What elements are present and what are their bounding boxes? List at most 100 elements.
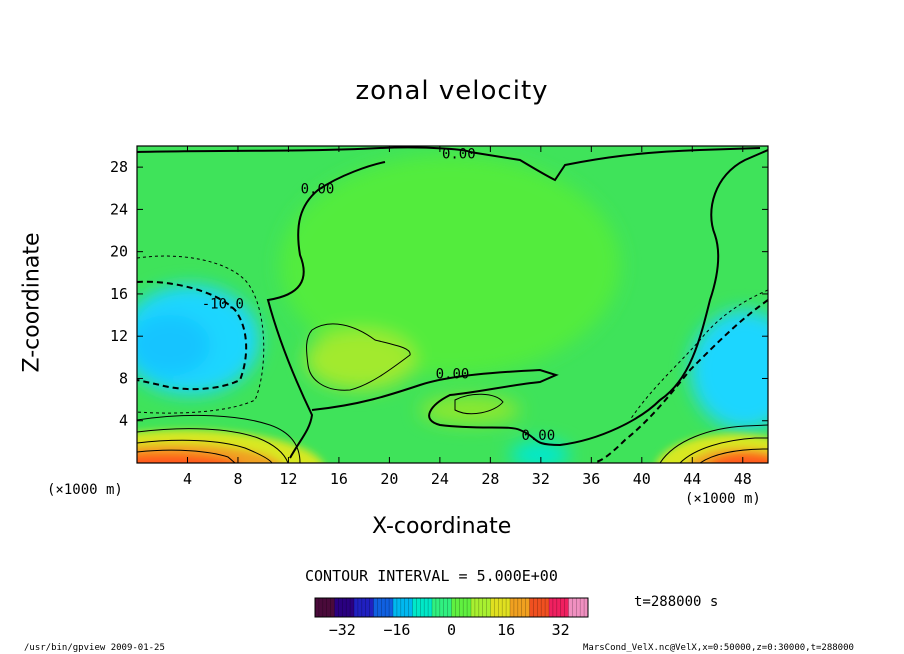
surface-band-east-max [711, 454, 768, 463]
colorbar-swatch [400, 598, 406, 617]
colorbar-swatch [584, 598, 589, 617]
colorbar-swatch [381, 598, 386, 617]
colorbar-swatch [572, 598, 577, 617]
colorbar-swatch [385, 598, 390, 617]
colorbar-swatch [521, 598, 526, 617]
secondary-core [420, 396, 520, 424]
x-tick-label: 16 [330, 470, 348, 488]
colorbar-swatch [478, 598, 484, 617]
contour-label: -10.0 [202, 297, 244, 313]
colorbar-swatch [346, 598, 351, 617]
colorbar: −32 −16 0 16 32 [314, 597, 589, 639]
footer-right: MarsCond_VelX.nc@VelX,x=0:50000,z=0:3000… [583, 643, 854, 653]
colorbar-swatch [357, 598, 363, 617]
x-tick-label: 24 [431, 470, 449, 488]
core-region [305, 330, 415, 390]
chart-title: zonal velocity [355, 76, 549, 106]
colorbar-swatch [537, 598, 542, 617]
colorbar-swatch [513, 598, 519, 617]
colorbar-swatch [498, 598, 503, 617]
colorbar-swatch [490, 598, 495, 617]
colorbar-swatch [424, 598, 429, 617]
colorbar-swatch [420, 598, 425, 617]
westerly-jet-core [137, 315, 210, 375]
colorbar-swatch [541, 598, 546, 617]
contour-label: 0.00 [442, 147, 476, 163]
colorbar-swatch [439, 598, 445, 617]
plot-frame [136, 145, 769, 464]
colorbar-swatch [502, 598, 507, 617]
y-tick-label: 16 [110, 285, 128, 303]
colorbar-swatch [560, 598, 565, 617]
colorbar-swatch [315, 598, 320, 617]
x-tick-label: 44 [683, 470, 701, 488]
colorbar-swatch [517, 598, 523, 617]
contour-minus10 [137, 280, 768, 463]
contour-surface-west [137, 414, 301, 463]
x-tick-label: 40 [633, 470, 651, 488]
x-axis-ticks: 4 8 12 16 20 24 28 32 36 40 44 48 [183, 146, 752, 488]
colorbar-swatch [494, 598, 499, 617]
x-axis-label: X-coordinate [372, 514, 512, 539]
x-tick-label: 8 [233, 470, 242, 488]
y-tick-label: 28 [110, 158, 128, 176]
x-tick-label: 28 [481, 470, 499, 488]
x-tick-label: 12 [279, 470, 297, 488]
contour-zero-main [137, 146, 761, 459]
contour-label-layer: 0.00 0.00 -10.0 0.00 0.00 [202, 147, 555, 444]
x-units-right: (×1000 m) [685, 491, 761, 507]
colorbar-swatch [326, 598, 331, 617]
contour-label: 0.00 [521, 428, 555, 444]
velocity-field [137, 146, 768, 463]
colorbar-swatch [549, 598, 554, 617]
x-tick-label: 20 [380, 470, 398, 488]
colorbar-swatch [545, 598, 550, 617]
x-tick-label: 36 [582, 470, 600, 488]
colorbar-swatch [471, 598, 476, 617]
colorbar-swatch [447, 598, 452, 617]
colorbar-swatch [373, 598, 378, 617]
colorbar-swatch [510, 598, 515, 617]
contour-minus5 [137, 255, 768, 421]
colorbar-swatch [525, 598, 530, 617]
colorbar-tick-label: −32 [329, 621, 356, 639]
colorbar-tick-label: 32 [552, 621, 570, 639]
colorbar-swatch [350, 598, 355, 617]
contour-interval-text: CONTOUR INTERVAL = 5.000E+00 [305, 567, 558, 585]
colorbar-swatch [338, 598, 343, 617]
x-units-left: (×1000 m) [47, 482, 123, 498]
y-tick-label: 20 [110, 243, 128, 261]
colorbar-swatch [354, 598, 359, 617]
colorbar-swatch [435, 598, 441, 617]
colorbar-swatch [455, 598, 460, 617]
contour-zero-lower [311, 149, 768, 447]
colorbar-swatch [564, 598, 569, 617]
contour-lines [137, 146, 768, 463]
colorbar-swatch [533, 598, 538, 617]
colorbar-swatch [556, 598, 562, 617]
colorbar-swatch [529, 598, 534, 617]
contour-label: 0.00 [436, 366, 470, 382]
colorbar-swatch [576, 598, 581, 617]
dip-region [510, 441, 570, 463]
colorbar-swatch [342, 598, 347, 617]
y-tick-label: 24 [110, 200, 128, 218]
colorbar-swatch [377, 598, 382, 617]
colorbar-swatch [467, 598, 472, 617]
colorbar-swatch [322, 598, 328, 617]
east-jet-region [690, 310, 768, 430]
colorbar-swatch [393, 598, 398, 617]
colorbar-swatch [486, 598, 491, 617]
y-axis-ticks: 4 8 12 16 20 24 28 [110, 158, 768, 430]
x-tick-label: 32 [532, 470, 550, 488]
colorbar-swatch [552, 598, 558, 617]
contour-plus5 [306, 323, 504, 415]
colorbar-frame [314, 597, 589, 618]
colorbar-swatch [459, 598, 464, 617]
y-axis-label: Z-coordinate [19, 232, 45, 373]
colorbar-swatch [568, 598, 573, 617]
x-tick-label: 48 [734, 470, 752, 488]
colorbar-swatch [369, 598, 374, 617]
colorbar-swatch [451, 598, 456, 617]
colorbar-swatch [396, 598, 402, 617]
